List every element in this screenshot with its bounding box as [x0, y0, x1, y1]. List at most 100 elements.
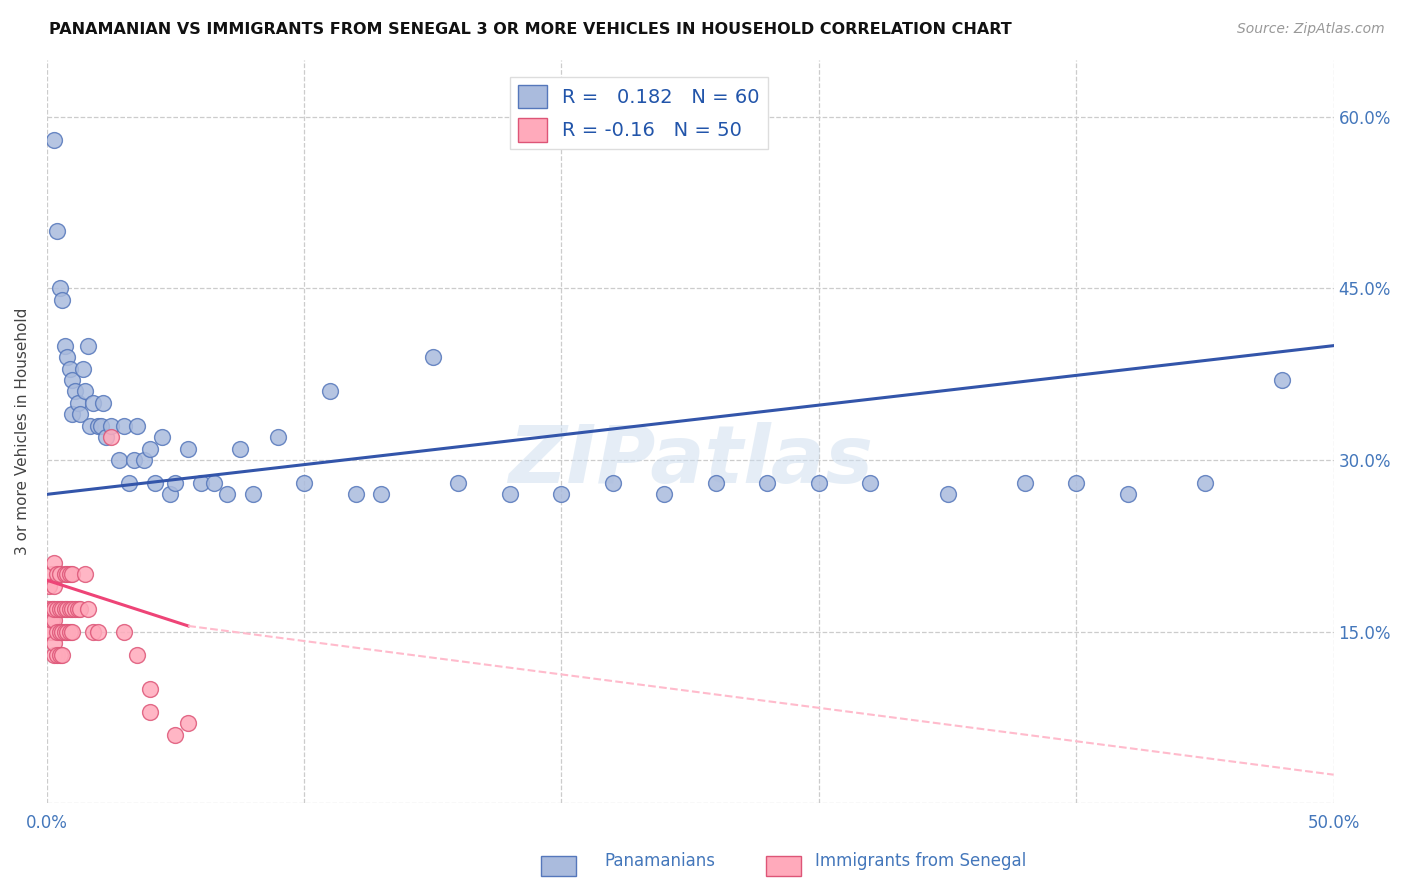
- Point: [215, 487, 238, 501]
- Point: [654, 487, 676, 501]
- Point: [59, 601, 82, 615]
- Point: [44, 601, 66, 615]
- Point: [936, 487, 959, 501]
- Point: [44, 556, 66, 570]
- Point: [82, 624, 104, 639]
- Point: [122, 453, 145, 467]
- Point: [60, 624, 83, 639]
- Point: [46, 224, 69, 238]
- Point: [112, 624, 135, 639]
- Point: [422, 350, 444, 364]
- Point: [48, 567, 70, 582]
- Point: [53, 601, 76, 615]
- Point: [51, 624, 73, 639]
- Point: [59, 624, 82, 639]
- Point: [60, 567, 83, 582]
- Point: [51, 601, 73, 615]
- Point: [447, 475, 470, 490]
- Point: [1064, 475, 1087, 490]
- Point: [44, 133, 66, 147]
- Point: [56, 350, 79, 364]
- Point: [79, 418, 101, 433]
- Text: ZIPatlas: ZIPatlas: [508, 422, 873, 500]
- Point: [48, 624, 70, 639]
- Point: [48, 601, 70, 615]
- Point: [1014, 475, 1036, 490]
- Point: [66, 396, 89, 410]
- Point: [60, 601, 83, 615]
- Point: [319, 384, 342, 399]
- Point: [53, 624, 76, 639]
- Point: [344, 487, 367, 501]
- Point: [41, 601, 63, 615]
- Point: [38, 601, 60, 615]
- Point: [38, 624, 60, 639]
- Point: [228, 442, 250, 456]
- Text: Panamanians: Panamanians: [605, 852, 716, 870]
- Point: [82, 396, 104, 410]
- Point: [87, 418, 110, 433]
- Point: [69, 407, 91, 421]
- Point: [69, 601, 91, 615]
- Point: [44, 636, 66, 650]
- Point: [46, 624, 69, 639]
- Text: Immigrants from Senegal: Immigrants from Senegal: [815, 852, 1026, 870]
- Point: [51, 293, 73, 307]
- Point: [46, 648, 69, 662]
- Point: [75, 384, 97, 399]
- Point: [807, 475, 830, 490]
- Point: [202, 475, 225, 490]
- Point: [41, 624, 63, 639]
- Point: [125, 648, 148, 662]
- Point: [1116, 487, 1139, 501]
- Point: [41, 613, 63, 627]
- Point: [44, 648, 66, 662]
- Y-axis label: 3 or more Vehicles in Household: 3 or more Vehicles in Household: [15, 308, 30, 555]
- Point: [91, 396, 114, 410]
- Point: [602, 475, 624, 490]
- Point: [165, 475, 187, 490]
- Point: [59, 361, 82, 376]
- Point: [48, 648, 70, 662]
- Point: [56, 601, 79, 615]
- Point: [134, 453, 156, 467]
- Point: [118, 475, 141, 490]
- Point: [41, 567, 63, 582]
- Point: [53, 567, 76, 582]
- Legend: R =   0.182   N = 60, R = -0.16   N = 50: R = 0.182 N = 60, R = -0.16 N = 50: [510, 77, 768, 150]
- Point: [44, 579, 66, 593]
- Point: [165, 728, 187, 742]
- Point: [87, 624, 110, 639]
- Point: [60, 373, 83, 387]
- Point: [177, 716, 200, 731]
- Point: [859, 475, 882, 490]
- Point: [370, 487, 392, 501]
- Point: [267, 430, 290, 444]
- Point: [38, 579, 60, 593]
- Point: [63, 601, 86, 615]
- Point: [90, 418, 112, 433]
- Point: [48, 281, 70, 295]
- Point: [76, 338, 98, 352]
- Point: [56, 567, 79, 582]
- Point: [138, 442, 160, 456]
- Point: [756, 475, 779, 490]
- Point: [190, 475, 212, 490]
- Point: [60, 407, 83, 421]
- Point: [1271, 373, 1294, 387]
- Text: PANAMANIAN VS IMMIGRANTS FROM SENEGAL 3 OR MORE VEHICLES IN HOUSEHOLD CORRELATIO: PANAMANIAN VS IMMIGRANTS FROM SENEGAL 3 …: [49, 22, 1012, 37]
- Point: [46, 567, 69, 582]
- Point: [63, 384, 86, 399]
- Point: [112, 418, 135, 433]
- Point: [1194, 475, 1216, 490]
- Point: [292, 475, 315, 490]
- Point: [138, 705, 160, 719]
- Point: [152, 430, 174, 444]
- Point: [550, 487, 572, 501]
- Point: [53, 338, 76, 352]
- Point: [46, 601, 69, 615]
- Point: [143, 475, 166, 490]
- Point: [76, 601, 98, 615]
- Point: [177, 442, 200, 456]
- Point: [242, 487, 264, 501]
